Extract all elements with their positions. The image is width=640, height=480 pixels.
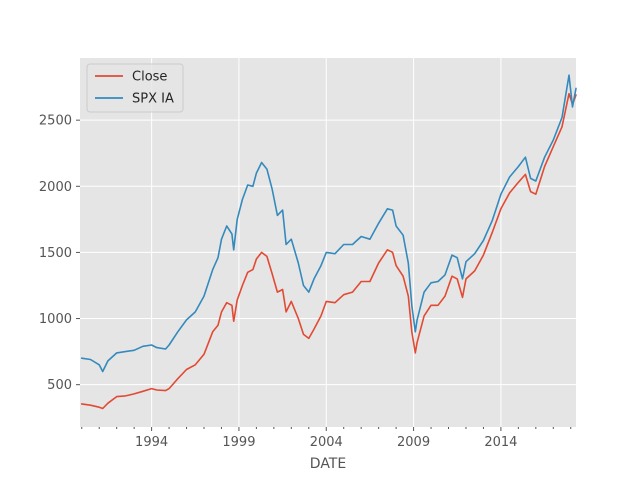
y-tick-label: 2500 [39,114,72,129]
y-tick-label: 1000 [39,312,72,327]
y-tick-label: 1500 [39,246,72,261]
plot-background [80,58,576,427]
grid [80,58,576,427]
series-layer [80,74,577,410]
legend-label: SPX IA [132,92,174,107]
legend-label: Close [132,70,167,85]
x-ticks: 1994 1999 2004 2009 2014 [81,427,572,450]
series-line-spx-ia [80,74,577,373]
legend: Close SPX IA [86,63,184,113]
x-tick-label: 2014 [484,435,517,450]
x-tick-label: 1999 [222,435,255,450]
x-axis-label: DATE [310,456,346,472]
y-tick-label: 500 [47,378,72,393]
x-tick-label: 1994 [135,435,168,450]
x-tick-label: 2009 [397,435,430,450]
y-ticks: 500 1000 1500 2000 2500 [39,114,80,393]
y-tick-label: 2000 [39,180,72,195]
series-line-close [80,92,577,410]
x-tick-label: 2004 [310,435,343,450]
